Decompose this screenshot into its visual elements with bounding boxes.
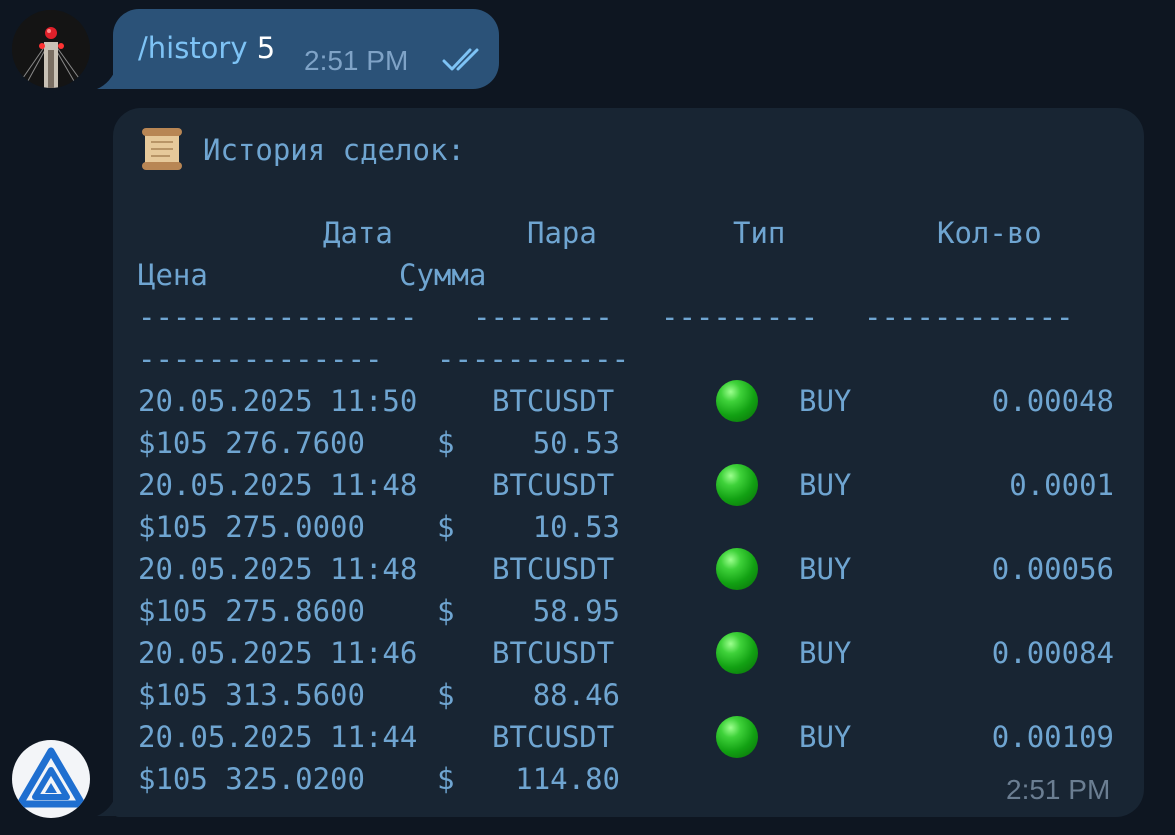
message-text: /history 5 — [138, 31, 275, 65]
bot-avatar[interactable] — [12, 740, 90, 818]
trade-type: BUY — [799, 552, 852, 586]
trade-price: $105 325.0200 — [138, 762, 365, 796]
trade-price: $105 276.7600 — [138, 426, 365, 460]
trade-currency: $ — [437, 426, 455, 460]
col-header-pair: Пара — [527, 216, 597, 250]
trade-pair: BTCUSDT — [492, 552, 615, 586]
trade-date: 20.05.2025 11:46 — [138, 636, 418, 670]
trade-qty: 0.00048 — [991, 384, 1114, 418]
command-link[interactable]: /history — [138, 31, 248, 65]
col-header-price: Цена — [138, 258, 208, 292]
command-argument: 5 — [256, 31, 276, 65]
col-header-type: Тип — [733, 216, 786, 250]
green-circle-icon — [716, 716, 758, 758]
trade-date: 20.05.2025 11:50 — [138, 384, 418, 418]
trade-pair: BTCUSDT — [492, 384, 615, 418]
trade-price: $105 313.5600 — [138, 678, 365, 712]
triangle-logo-icon — [16, 747, 86, 808]
trade-price: $105 275.8600 — [138, 594, 365, 628]
trade-type: BUY — [799, 636, 852, 670]
trade-sum: 114.80 — [515, 762, 620, 796]
trade-pair: BTCUSDT — [492, 720, 615, 754]
separator-type: --------- — [661, 300, 819, 334]
trade-qty: 0.00056 — [991, 552, 1114, 586]
green-circle-icon — [716, 548, 758, 590]
tower-icon — [12, 10, 90, 88]
green-circle-icon — [716, 464, 758, 506]
incoming-message[interactable]: История сделок: Дата Пара Тип Кол-во Цен… — [113, 108, 1144, 817]
green-circle-icon — [716, 380, 758, 422]
separator-qty: ------------ — [864, 300, 1074, 334]
trade-sum: 50.53 — [532, 426, 620, 460]
outgoing-message[interactable]: /history 5 2:51 PM — [113, 9, 499, 89]
trade-sum: 58.95 — [532, 594, 620, 628]
trade-sum: 10.53 — [532, 510, 620, 544]
separator-sum: ----------- — [437, 342, 630, 376]
trade-currency: $ — [437, 762, 455, 796]
trade-date: 20.05.2025 11:44 — [138, 720, 418, 754]
trade-currency: $ — [437, 594, 455, 628]
message-time: 2:51 PM — [1006, 774, 1111, 805]
trade-qty: 0.00084 — [991, 636, 1114, 670]
separator-date: ---------------- — [138, 300, 418, 334]
trade-type: BUY — [799, 720, 852, 754]
trade-date: 20.05.2025 11:48 — [138, 552, 418, 586]
trade-pair: BTCUSDT — [492, 636, 615, 670]
trade-currency: $ — [437, 510, 455, 544]
trade-type: BUY — [799, 468, 852, 502]
history-title: История сделок: — [203, 133, 465, 167]
trade-date: 20.05.2025 11:48 — [138, 468, 418, 502]
trade-currency: $ — [437, 678, 455, 712]
trade-sum: 88.46 — [532, 678, 620, 712]
scroll-icon — [142, 128, 182, 170]
trade-pair: BTCUSDT — [492, 468, 615, 502]
col-header-date: Дата — [323, 216, 393, 250]
trade-qty: 0.00109 — [991, 720, 1114, 754]
trade-type: BUY — [799, 384, 852, 418]
separator-pair: -------- — [473, 300, 613, 334]
message-time: 2:51 PM — [304, 45, 409, 76]
separator-price: -------------- — [138, 342, 383, 376]
green-circle-icon — [716, 632, 758, 674]
col-header-qty: Кол-во — [937, 216, 1042, 250]
double-check-icon — [442, 48, 479, 71]
user-avatar[interactable] — [12, 10, 90, 88]
trade-qty: 0.0001 — [1009, 468, 1114, 502]
trade-price: $105 275.0000 — [138, 510, 365, 544]
col-header-sum: Сумма — [399, 258, 487, 292]
